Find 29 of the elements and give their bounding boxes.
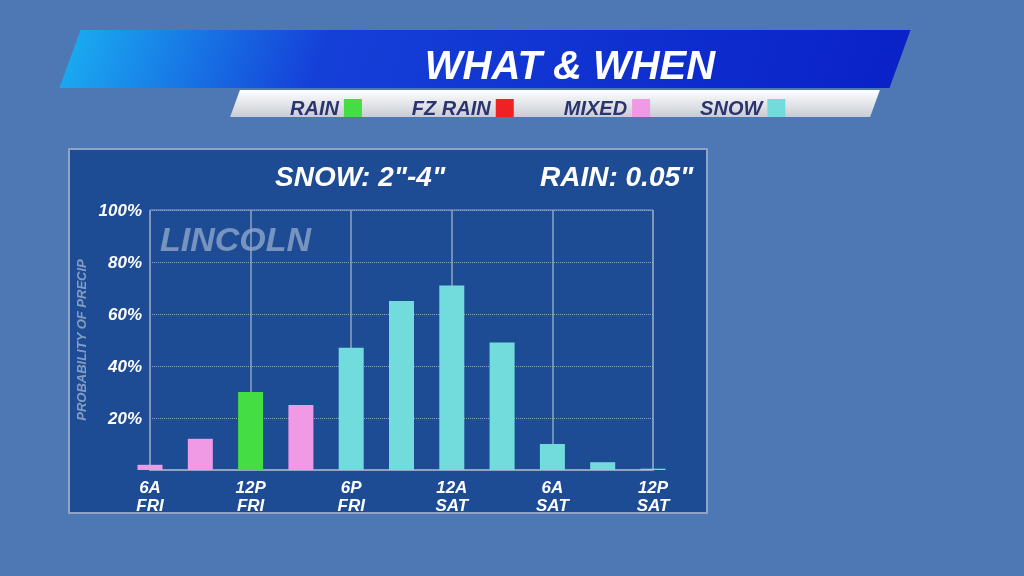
y-tick-label: 40% (106, 356, 142, 376)
bar (137, 464, 163, 470)
legend-label: FZ RAIN (411, 97, 492, 119)
legend-label: RAIN (290, 97, 340, 119)
y-axis-title: PROBABILITY OF PRECIP (74, 258, 89, 421)
x-tick-label: 6P FRI (337, 477, 367, 515)
chart-title: WHAT & WHEN (424, 43, 717, 87)
bar (539, 444, 565, 470)
legend-label: MIXED (563, 97, 628, 119)
x-tick-label: 12P FRI (235, 477, 267, 515)
bar (389, 301, 414, 470)
bar (238, 392, 264, 470)
text: SNOW: 2"-4" (275, 160, 446, 192)
bar (187, 438, 213, 470)
y-tick-label: 80% (107, 252, 142, 272)
x-tick-label: 12P SAT (636, 477, 671, 515)
bar (338, 347, 364, 470)
bar (288, 405, 314, 470)
text: RAIN: 0.05" (540, 160, 695, 192)
bar (439, 285, 465, 470)
y-tick-label: 60% (107, 304, 142, 324)
x-tick-label: 6A SAT (536, 477, 571, 515)
x-tick-label: 12A SAT (435, 477, 470, 515)
bar (489, 342, 515, 470)
legend-label: SNOW (700, 97, 765, 119)
y-tick-label: 20% (106, 408, 142, 428)
x-tick-label: 6A FRI (136, 477, 165, 515)
y-tick-label: 100% (98, 200, 142, 220)
bar (590, 462, 616, 470)
